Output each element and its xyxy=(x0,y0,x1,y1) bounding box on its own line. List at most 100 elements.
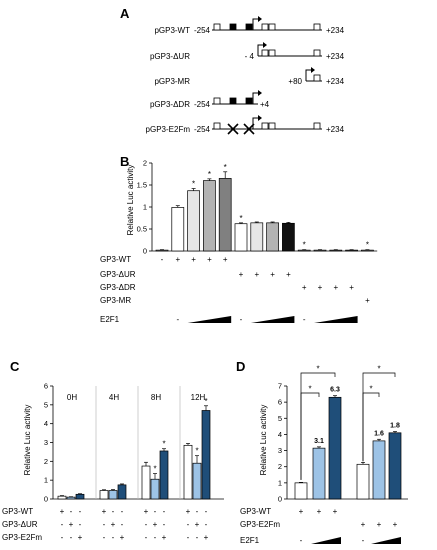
transcription-start-arrow xyxy=(252,117,259,129)
condition-mark: - xyxy=(79,520,82,529)
construct-left-coordinate: - 4 xyxy=(245,52,255,61)
y-tick-label: 0.5 xyxy=(137,225,147,234)
condition-mark: + xyxy=(333,283,338,292)
condition-mark: + xyxy=(377,520,382,529)
dose-wedge xyxy=(371,537,401,544)
bar xyxy=(329,249,343,252)
condition-mark: + xyxy=(60,507,65,516)
y-tick-label: 2 xyxy=(44,457,48,466)
condition-mark: - xyxy=(163,520,166,529)
condition-mark: - xyxy=(112,507,115,516)
condition-mark: + xyxy=(223,255,228,264)
y-tick-label: 4 xyxy=(44,419,48,428)
promoter-construct-diagram: pGP3-WT -254 +234 pGP3-ΔUR - 4 +234 pGP3-MR +80… xyxy=(146,16,345,135)
construct-right-coordinate: +234 xyxy=(326,125,345,134)
significance-star: * xyxy=(377,365,380,374)
bar xyxy=(171,207,185,252)
mutation-mark xyxy=(243,123,255,135)
condition-mark: + xyxy=(162,533,167,542)
condition-mark: - xyxy=(70,533,73,542)
bar xyxy=(159,450,169,500)
panel-d-chart: 0 1 2 3 4 5 6 7 3.1 6.3 1.6 1.8 * * * * GP3-WT + + + GP3-E2F… xyxy=(240,365,408,545)
condition-mark: - xyxy=(145,520,148,529)
condition-mark: - xyxy=(103,520,106,529)
bar xyxy=(312,447,326,500)
condition-mark: - xyxy=(161,255,164,264)
construct-name: pGP3-ΔDR xyxy=(150,100,190,109)
binding-site-box xyxy=(229,97,237,105)
y-tick-label: 5 xyxy=(44,400,48,409)
transcription-start-arrowhead xyxy=(258,115,262,121)
bar xyxy=(183,444,193,500)
condition-mark: + xyxy=(120,533,125,542)
construct-name: pGP3-ΔUR xyxy=(150,52,190,61)
condition-mark: - xyxy=(176,315,179,324)
bar xyxy=(388,432,402,500)
significance-star: * xyxy=(153,465,156,474)
bar xyxy=(356,463,370,500)
significance-star: * xyxy=(208,170,211,179)
condition-mark: + xyxy=(144,507,149,516)
y-tick-label: 4 xyxy=(278,430,282,439)
fold-change-label: 3.1 xyxy=(314,438,324,445)
y-tick-label: 5 xyxy=(278,414,282,423)
bar xyxy=(345,249,358,252)
bar xyxy=(218,178,232,252)
condition-mark: + xyxy=(69,520,74,529)
condition-mark: - xyxy=(70,507,73,516)
y-tick-label: 7 xyxy=(278,382,282,391)
significance-star: * xyxy=(204,397,207,406)
condition-mark: + xyxy=(270,270,275,279)
bar xyxy=(201,410,211,500)
condition-row-label: GP3-E2Fm xyxy=(240,520,280,529)
condition-mark: - xyxy=(154,507,157,516)
condition-mark: - xyxy=(300,536,303,545)
fold-change-label: 1.8 xyxy=(390,423,400,430)
condition-mark: + xyxy=(191,255,196,264)
condition-mark: + xyxy=(204,533,209,542)
condition-mark: + xyxy=(333,507,338,516)
condition-row-label: E2F1 xyxy=(240,536,260,545)
significance-star: * xyxy=(303,241,306,250)
condition-mark: - xyxy=(362,536,365,545)
binding-site-box xyxy=(261,49,269,57)
significance-star: * xyxy=(195,447,198,456)
condition-mark: + xyxy=(153,520,158,529)
dose-wedge xyxy=(250,316,295,323)
condition-mark: - xyxy=(205,507,208,516)
bar xyxy=(203,180,216,252)
y-tick-label: 1.5 xyxy=(137,181,147,190)
bar xyxy=(297,249,311,252)
construct-left-coordinate: -254 xyxy=(194,125,211,134)
bar xyxy=(117,484,127,500)
binding-site-box xyxy=(313,23,321,31)
significance-star: * xyxy=(224,163,227,172)
condition-mark: - xyxy=(112,533,115,542)
condition-mark: + xyxy=(102,507,107,516)
panel-b-chart: 0 0.5 1 1.5 2 * * * * * * GP3-WT - + + + + GP3-ΔUR + + + + GP3… xyxy=(100,159,378,324)
construct-right-coordinate: +234 xyxy=(326,52,345,61)
bar xyxy=(250,222,264,252)
transcription-start-arrowhead xyxy=(258,90,262,96)
binding-site-box xyxy=(313,49,321,57)
construct-name: pGP3-E2Fm xyxy=(146,125,191,134)
condition-mark: - xyxy=(121,507,124,516)
y-tick-label: 2 xyxy=(278,462,282,471)
condition-mark: + xyxy=(286,270,291,279)
condition-mark: - xyxy=(163,507,166,516)
condition-mark: - xyxy=(61,533,64,542)
panel-c-y-axis-label: Relative Luc activity xyxy=(23,405,32,476)
bar xyxy=(150,478,160,500)
bar xyxy=(108,490,118,500)
condition-row-label: GP3-ΔUR xyxy=(100,270,136,279)
condition-mark: - xyxy=(187,520,190,529)
panel-letter-a: A xyxy=(120,6,130,21)
y-tick-label: 1 xyxy=(278,478,282,487)
binding-site-box xyxy=(313,74,321,82)
panel-letter-d: D xyxy=(236,359,245,374)
condition-row-label: GP3-WT xyxy=(240,507,271,516)
binding-site-box xyxy=(213,97,221,105)
binding-site-box xyxy=(229,23,237,31)
condition-mark: + xyxy=(78,533,83,542)
condition-row-label: GP3-WT xyxy=(100,255,131,264)
